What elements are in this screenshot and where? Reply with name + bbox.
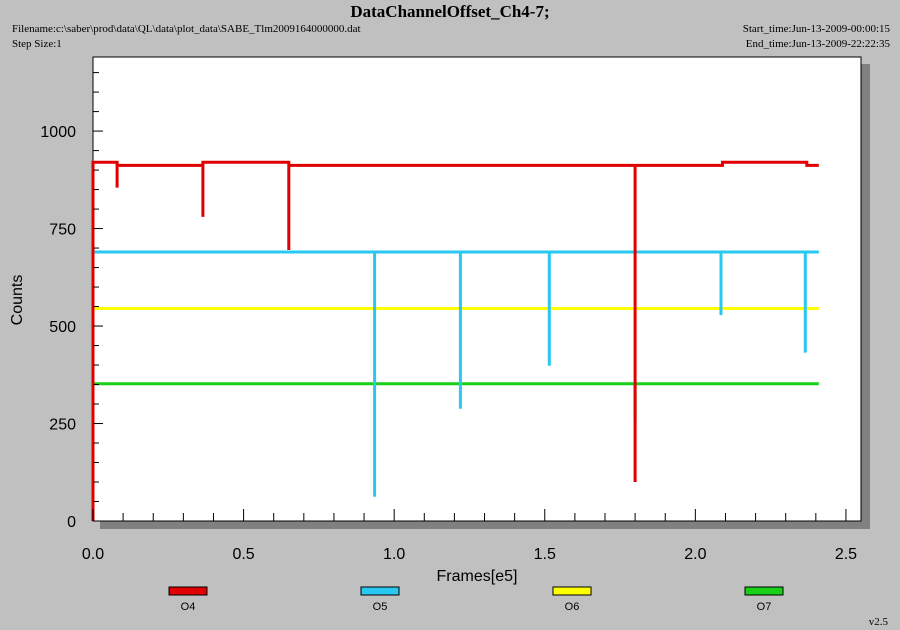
legend-label-o7: O7	[757, 601, 772, 613]
legend-label-o5: O5	[373, 601, 388, 613]
y-axis-title: Counts	[9, 275, 26, 326]
axis-layer: 0.0 0.5 1.0 1.5 2.0 2.5 0 250 500 750 1000	[40, 72, 857, 563]
y-tick-label: 500	[49, 319, 76, 336]
x-tick-label: 1.0	[383, 546, 405, 563]
legend-swatch-o6	[552, 586, 592, 596]
x-tick-label: 1.5	[534, 546, 556, 563]
y-tick-label: 250	[49, 417, 76, 434]
legend-label-o6: O6	[565, 601, 580, 613]
series-line-o5	[93, 250, 819, 497]
legend: O4 O5 O6 O7	[168, 586, 784, 613]
end-time-label: End_time:Jun-13-2009-22:22:35	[745, 38, 890, 50]
legend-label-o4: O4	[181, 601, 196, 613]
x-tick-label: 0.5	[232, 546, 254, 563]
start-time-label: Start_time:Jun-13-2009-00:00:15	[742, 23, 890, 35]
series-layer	[91, 160, 819, 521]
x-tick-label: 2.0	[684, 546, 706, 563]
y-tick-label: 1000	[40, 124, 76, 141]
chart-title: DataChannelOffset_Ch4-7;	[350, 2, 550, 21]
legend-swatch-o7	[744, 586, 784, 596]
legend-swatch-o5	[360, 586, 400, 596]
x-axis-title: Frames[e5]	[437, 568, 518, 585]
step-size-label: Step Size:1	[12, 38, 62, 50]
y-tick-label: 0	[67, 514, 76, 531]
legend-swatch-o4	[168, 586, 208, 596]
x-tick-label: 0.0	[82, 546, 104, 563]
y-tick-label: 750	[49, 222, 76, 239]
series-line-o4	[91, 160, 819, 521]
filename-label: Filename:c:\saber\prod\data\QL\data\plot…	[12, 23, 361, 35]
x-tick-label: 2.5	[835, 546, 857, 563]
plot-area	[92, 56, 862, 522]
version-label: v2.5	[868, 616, 888, 628]
